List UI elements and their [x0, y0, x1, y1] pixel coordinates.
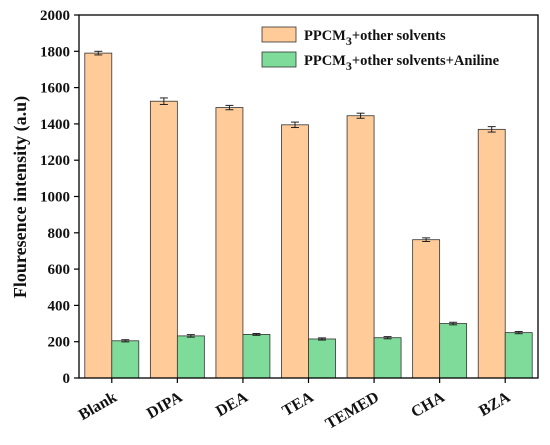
x-category-label: TEA [280, 389, 317, 420]
bar-series-2-cha [439, 323, 468, 379]
y-tick-label: 1000 [40, 190, 70, 206]
x-category-label: BZA [476, 389, 513, 420]
bar-series-2-tea [308, 338, 336, 379]
bar-series-2-blank [111, 340, 140, 379]
y-tick-label: 400 [48, 298, 71, 314]
y-axis-ticks: 0 200 400 600 800 1000 1200 1400 1600 1800 2000 [40, 8, 79, 387]
x-category-label: Blank [76, 389, 120, 424]
y-tick-label: 200 [48, 335, 71, 351]
y-tick-label: 1200 [40, 153, 70, 169]
legend-swatch-series-1 [261, 26, 297, 43]
bar-series-1-cha [412, 239, 441, 379]
legend: PPCM3+other solvents PPCM3+other solvents… [261, 26, 500, 73]
error-bars [94, 50, 523, 343]
x-category-label: CHA [408, 389, 448, 422]
bar-series-1-bza [477, 128, 506, 379]
bar-series-2-bza [504, 332, 533, 379]
y-tick-label: 2000 [40, 8, 70, 24]
legend-swatch-series-2 [261, 51, 297, 68]
y-tick-label: 1400 [40, 117, 70, 133]
x-category-label: DEA [213, 389, 251, 421]
y-tick-label: 600 [48, 262, 71, 278]
bar-series-1-temed [346, 115, 375, 379]
y-tick-label: 0 [63, 371, 71, 387]
x-category-label: DIPA [144, 389, 186, 423]
y-tick-label: 1600 [40, 81, 70, 97]
bar-series-2-dipa [176, 335, 205, 379]
y-tick-label: 800 [48, 226, 71, 242]
plot-frame [78, 14, 539, 379]
bar-series-1-dipa [149, 100, 178, 379]
legend-label-series-1: PPCM3+other solvents [304, 28, 446, 48]
bar-series-2-temed [373, 337, 402, 379]
bar-series-1-dea [215, 107, 244, 379]
y-tick-label: 1800 [40, 44, 70, 60]
bars [84, 52, 533, 379]
bar-series-2-dea [242, 334, 271, 379]
y-axis-label: Flouresence intensity (a.u) [10, 96, 31, 298]
bar-series-1-blank [84, 52, 113, 379]
bar-series-1-tea [281, 124, 309, 379]
x-category-label: TEMED [323, 389, 382, 433]
legend-label-series-2: PPCM3+other solvents+Aniline [304, 53, 500, 73]
x-axis-category-labels: Blank DIPA DEA TEA TEMED CHA BZA [76, 378, 514, 433]
